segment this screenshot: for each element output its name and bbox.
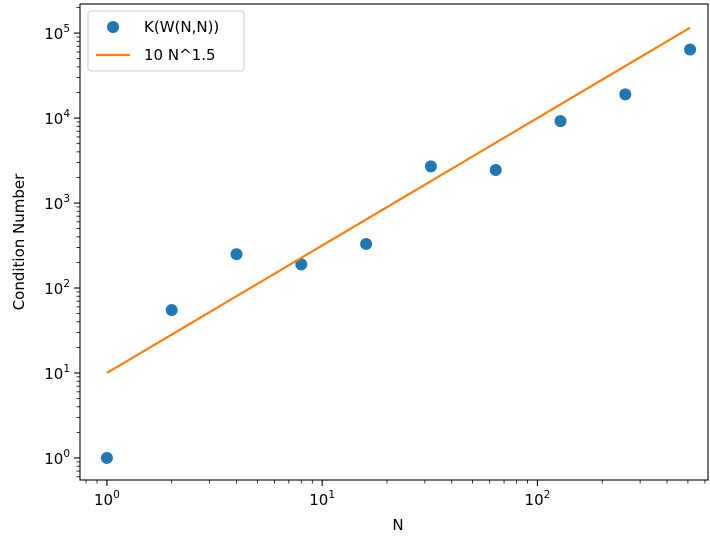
data-point xyxy=(554,115,567,128)
axes-frame xyxy=(79,3,709,481)
y-tick-label: 101 xyxy=(44,363,70,383)
plot-area xyxy=(100,26,697,464)
y-axis-title: Condition Number xyxy=(10,173,28,310)
x-axis-title: N xyxy=(392,516,403,534)
y-tick-label: 102 xyxy=(44,278,70,298)
legend-label: 10 N^1.5 xyxy=(144,46,216,64)
data-point xyxy=(489,163,502,176)
data-point xyxy=(424,160,437,173)
legend: K(W(N,N)) 10 N^1.5 xyxy=(87,10,245,72)
y-tick-label: 103 xyxy=(44,193,70,213)
x-tick-label: 101 xyxy=(309,489,335,509)
axes: 100 101 102 100 101 102 103 104 105 xyxy=(44,3,709,509)
series-line-1 xyxy=(106,26,691,374)
y-tick-label: 105 xyxy=(44,23,70,43)
data-point xyxy=(165,304,178,317)
x-tick-label: 100 xyxy=(94,489,120,509)
data-point xyxy=(360,237,373,250)
x-tick-label: 102 xyxy=(525,489,551,509)
data-point xyxy=(295,258,308,271)
data-point xyxy=(230,248,243,261)
y-tick-label: 100 xyxy=(44,448,70,468)
legend-marker-swatch xyxy=(107,21,119,33)
data-point xyxy=(619,88,632,101)
data-point xyxy=(684,43,697,56)
legend-label: K(W(N,N)) xyxy=(144,18,219,36)
y-tick-label: 104 xyxy=(44,108,70,128)
data-point xyxy=(100,451,113,464)
